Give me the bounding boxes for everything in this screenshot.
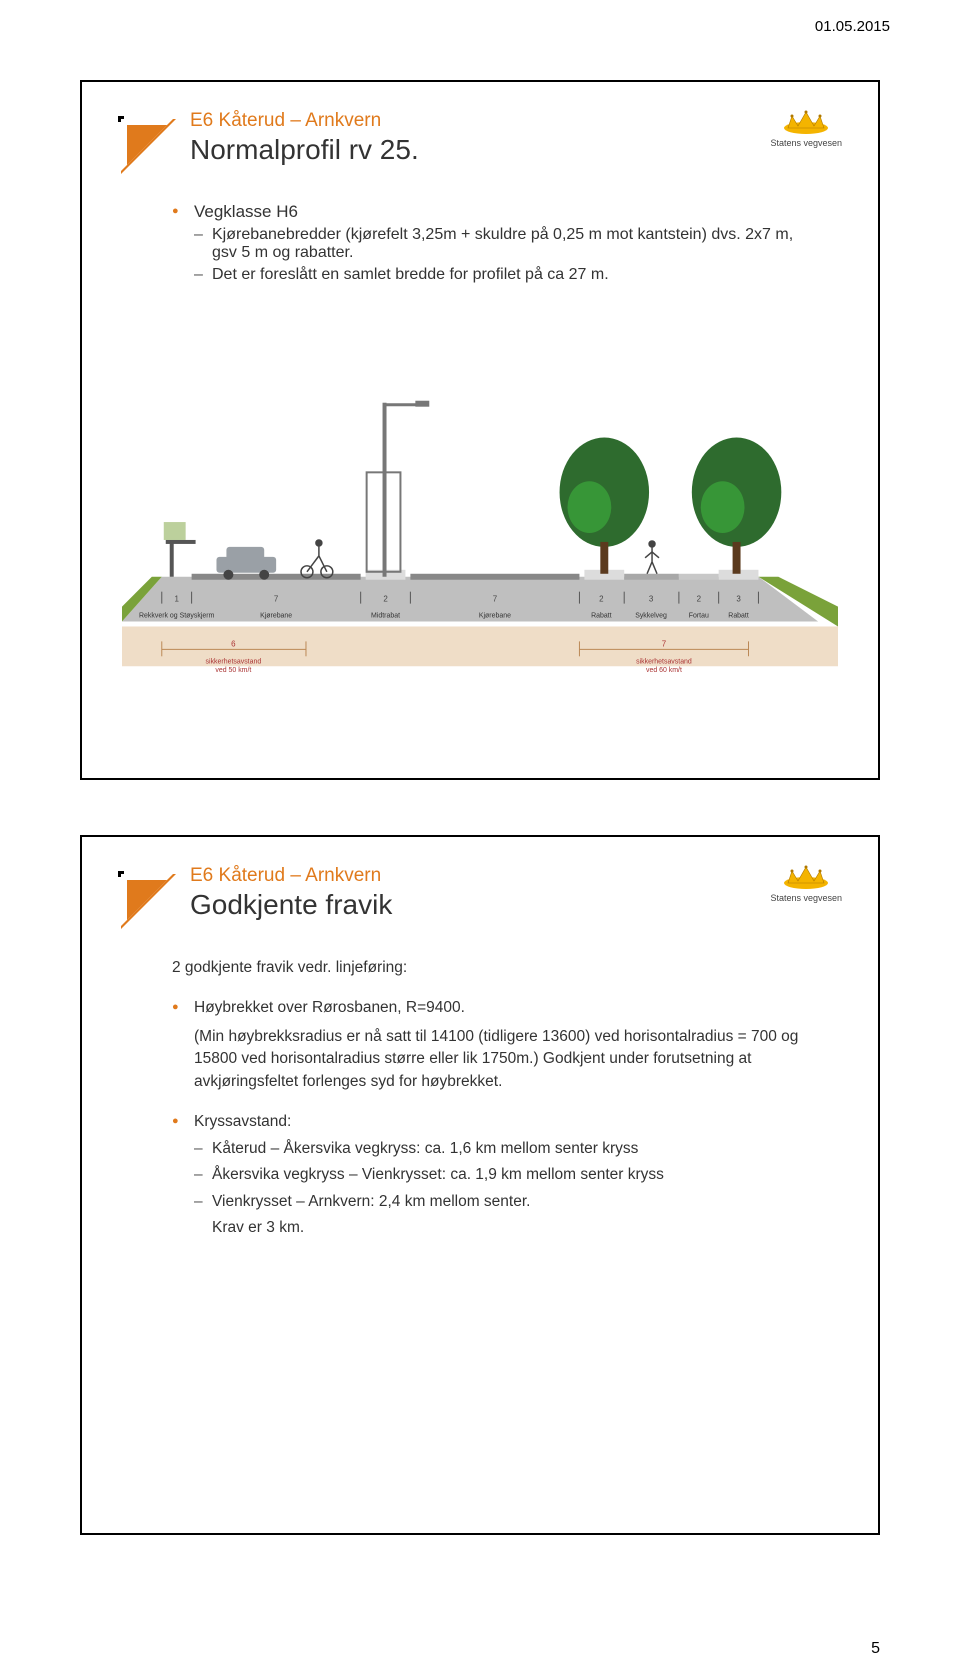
page-number: 5 xyxy=(871,1640,880,1658)
corner-mark-icon xyxy=(118,871,124,877)
bullet-text: Vegklasse H6 xyxy=(194,202,298,221)
svg-text:sikkerhetsavstand: sikkerhetsavstand xyxy=(206,658,262,665)
crown-emblem-icon xyxy=(782,108,830,136)
svg-text:3: 3 xyxy=(649,595,654,604)
svg-text:Sykkelveg: Sykkelveg xyxy=(635,613,667,620)
slide2-title: Godkjente fravik xyxy=(190,889,392,921)
svg-text:Kjørebane: Kjørebane xyxy=(479,613,511,620)
logo-text: Statens vegvesen xyxy=(770,138,842,148)
krav-text: Krav er 3 km. xyxy=(194,1217,818,1239)
bullet-kryssavstand: Kryssavstand: Kåterud – Åkersvika vegkry… xyxy=(172,1111,818,1239)
bullet-text: Høybrekket over Rørosbanen, R=9400. xyxy=(194,999,465,1016)
sub-bullet: Kjørebanebredder (kjørefelt 3,25m + skul… xyxy=(194,226,818,262)
bullet-text: Kryssavstand: xyxy=(194,1113,291,1130)
crown-emblem-icon xyxy=(782,863,830,891)
svg-text:ved 50 km/t: ved 50 km/t xyxy=(215,667,251,674)
svg-text:Rabatt: Rabatt xyxy=(728,613,749,620)
sub-bullet: Åkersvika vegkryss – Vienkrysset: ca. 1,… xyxy=(194,1164,818,1186)
svg-text:2: 2 xyxy=(383,595,388,604)
slide-2: Statens vegvesen E6 Kåterud – Arnkvern G… xyxy=(80,835,880,1535)
slide2-subtitle: E6 Kåterud – Arnkvern xyxy=(190,865,392,887)
statens-vegvesen-logo: Statens vegvesen xyxy=(770,863,842,903)
svg-text:7: 7 xyxy=(274,595,279,604)
sub-bullet: Det er foreslått en samlet bredde for pr… xyxy=(194,266,818,284)
tree-icon xyxy=(692,438,782,574)
svg-text:ved 60 km/t: ved 60 km/t xyxy=(646,667,682,674)
logo-text: Statens vegvesen xyxy=(770,893,842,903)
svg-text:Rekkverk og Støyskjerm: Rekkverk og Støyskjerm xyxy=(139,613,215,620)
slide2-header: E6 Kåterud – Arnkvern Godkjente fravik xyxy=(190,865,392,921)
slide2-content: 2 godkjente fravik vedr. linjeføring: Hø… xyxy=(172,957,818,1246)
svg-text:7: 7 xyxy=(493,595,498,604)
slide1-title: Normalprofil rv 25. xyxy=(190,134,419,166)
continuation-text: (Min høybrekksradius er nå satt til 1410… xyxy=(172,1026,818,1093)
cross-section-diagram: 1 7 2 7 2 3 2 3 Rekkverk og Støyskjerm K… xyxy=(122,342,838,722)
svg-text:2: 2 xyxy=(697,595,702,604)
sub-bullet: Kåterud – Åkersvika vegkryss: ca. 1,6 km… xyxy=(194,1138,818,1160)
svg-text:Rabatt: Rabatt xyxy=(591,613,612,620)
slide1-content: Vegklasse H6 Kjørebanebredder (kjørefelt… xyxy=(172,202,818,290)
svg-text:Midtrabat: Midtrabat xyxy=(371,613,400,620)
date-label: 01.05.2015 xyxy=(815,18,890,35)
statens-vegvesen-logo: Statens vegvesen xyxy=(770,108,842,148)
slide-1: Statens vegvesen E6 Kåterud – Arnkvern N… xyxy=(80,80,880,780)
svg-text:3: 3 xyxy=(736,595,741,604)
slide1-subtitle: E6 Kåterud – Arnkvern xyxy=(190,110,419,132)
corner-mark-icon xyxy=(118,116,124,122)
svg-text:Fortau: Fortau xyxy=(689,613,709,620)
intro-text: 2 godkjente fravik vedr. linjeføring: xyxy=(172,957,818,979)
slide1-header: E6 Kåterud – Arnkvern Normalprofil rv 25… xyxy=(190,110,419,166)
svg-text:7: 7 xyxy=(662,639,667,648)
svg-text:Kjørebane: Kjørebane xyxy=(260,613,292,620)
sub-bullet: Vienkrysset – Arnkvern: 2,4 km mellom se… xyxy=(194,1191,818,1213)
bullet-hoybrekket: Høybrekket over Rørosbanen, R=9400. xyxy=(172,997,818,1019)
bullet-vegklasse: Vegklasse H6 Kjørebanebredder (kjørefelt… xyxy=(172,202,818,284)
svg-text:1: 1 xyxy=(174,595,179,604)
svg-text:sikkerhetsavstand: sikkerhetsavstand xyxy=(636,658,692,665)
svg-text:2: 2 xyxy=(599,595,604,604)
tree-icon xyxy=(560,438,650,574)
svg-text:6: 6 xyxy=(231,639,236,648)
